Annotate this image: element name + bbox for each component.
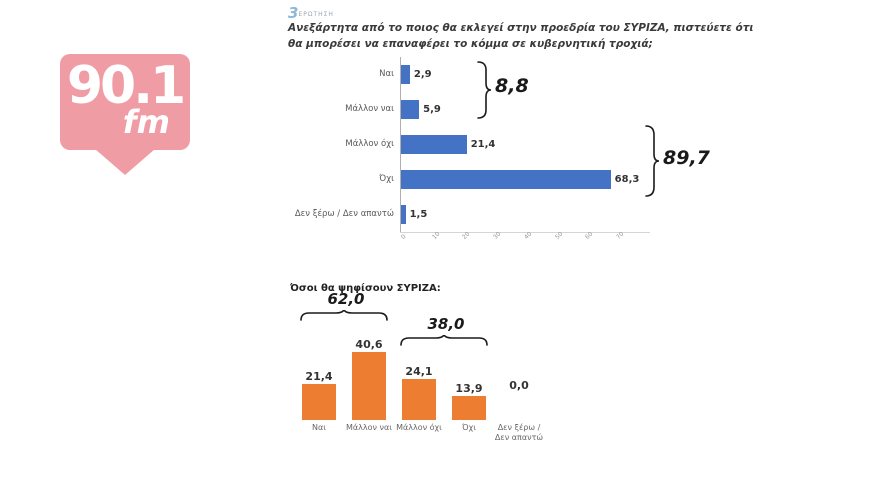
radio-logo-badge: 90.1 fm xyxy=(60,54,190,150)
group-total-label: 62,0 xyxy=(327,289,365,308)
bar xyxy=(452,396,486,420)
x-tick-label: 40 xyxy=(522,230,534,241)
overbrace-icon xyxy=(400,334,488,346)
question-badge: 3ΕΡΩΤΗΣΗ xyxy=(288,4,768,22)
value-label: 2,9 xyxy=(413,68,432,80)
bar-column: 13,9 Όχι xyxy=(444,320,494,443)
category-label: Μάλλον όχι xyxy=(396,422,442,432)
x-tick-label: 30 xyxy=(492,230,503,241)
top-bar-chart: Ναι 2,9 Μάλλον ναι 5,9 Μάλλον όχι 21,4 Όχι 68,3… xyxy=(288,56,768,253)
bar-column: 0,0 Δεν ξέρω / Δεν απαντώ xyxy=(494,320,544,443)
category-label: Όχι xyxy=(379,174,394,184)
question-text: Ανεξάρτητα από το ποιος θα εκλεγεί στην … xyxy=(288,22,754,50)
value-label: 0,0 xyxy=(509,378,529,392)
category-label: Μάλλον ναι xyxy=(346,422,392,432)
category-label: Ναι xyxy=(379,69,394,79)
bar xyxy=(401,64,410,84)
bar-column: 40,6 Μάλλον ναι xyxy=(344,320,394,443)
bar-column: 24,1 Μάλλον όχι xyxy=(394,320,444,443)
value-label: 24,1 xyxy=(405,365,433,379)
question-number: 3 xyxy=(288,4,299,22)
brace-icon xyxy=(645,124,659,197)
category-label: Όχι xyxy=(462,422,476,432)
bar xyxy=(402,379,436,420)
x-tick-label: 70 xyxy=(614,230,626,241)
x-tick-label: 60 xyxy=(584,230,595,241)
bar-columns: 21,4 Ναι 40,6 Μάλλον ναι 24,1 Μάλλον όχι 13,9 Ό… xyxy=(294,320,544,443)
radio-logo-band: fm xyxy=(122,103,170,141)
bottom-chart-title: Όσοι θα ψηφίσουν ΣΥΡΙΖΑ: xyxy=(290,282,441,294)
bar-area: 21,4 xyxy=(400,126,768,162)
bar-area: 2,9 xyxy=(400,56,768,92)
overbrace-icon xyxy=(300,309,388,321)
x-tick-label: 20 xyxy=(461,230,472,241)
value-label: 21,4 xyxy=(305,369,333,383)
bar xyxy=(401,169,611,189)
category-label: Δεν ξέρω / Δεν απαντώ xyxy=(294,209,394,219)
x-tick-label: 10 xyxy=(430,230,442,241)
category-label: Ναι xyxy=(312,422,326,432)
bar-row: Ναι 2,9 xyxy=(288,56,768,92)
x-tick-label: 0 xyxy=(400,232,408,241)
bar-rows: Ναι 2,9 Μάλλον ναι 5,9 Μάλλον όχι 21,4 Όχι 68,3… xyxy=(288,56,768,232)
bar xyxy=(302,383,336,420)
value-label: 13,9 xyxy=(455,382,483,396)
value-label: 68,3 xyxy=(614,173,640,185)
bar-row: Μάλλον ναι 5,9 xyxy=(288,91,768,127)
value-label: 21,4 xyxy=(470,138,496,150)
bar xyxy=(401,134,467,154)
group-total-label: 38,0 xyxy=(427,314,465,333)
value-label: 1,5 xyxy=(409,208,428,220)
brace-icon xyxy=(477,60,491,119)
bar-row: Όχι 68,3 xyxy=(288,161,768,197)
x-axis: 0 10 20 30 40 50 60 70 xyxy=(400,230,650,246)
group-total-label: 89,7 xyxy=(663,146,710,169)
question-badge-label: ΕΡΩΤΗΣΗ xyxy=(298,11,334,18)
bar-area: 5,9 xyxy=(400,91,768,127)
radio-logo-station: 90.1 xyxy=(66,56,186,116)
value-label: 40,6 xyxy=(355,337,383,351)
bar-row: Δεν ξέρω / Δεν απαντώ 1,5 xyxy=(288,196,768,232)
radio-logo-pointer xyxy=(95,149,155,175)
category-label: Μάλλον ναι xyxy=(345,104,394,114)
bar-area: 68,3 xyxy=(400,161,768,197)
bar xyxy=(352,351,386,420)
radio-logo: 90.1 fm xyxy=(60,54,190,175)
category-label: Δεν ξέρω / Δεν απαντώ xyxy=(494,422,544,442)
value-label: 5,9 xyxy=(423,103,441,115)
content-column: 3ΕΡΩΤΗΣΗ Ανεξάρτητα από το ποιος θα εκλε… xyxy=(288,6,768,463)
bar-column: 21,4 Ναι xyxy=(294,320,344,443)
bar-area: 1,5 xyxy=(400,196,768,232)
bar xyxy=(401,204,406,224)
group-total-label: 8,8 xyxy=(495,74,529,97)
bar-row: Μάλλον όχι 21,4 xyxy=(288,126,768,162)
x-tick-label: 50 xyxy=(553,230,564,241)
bottom-bar-chart: Όσοι θα ψηφίσουν ΣΥΡΙΖΑ: 62,0 38,0 21,4 Ν… xyxy=(288,283,758,463)
bar xyxy=(401,99,420,119)
category-label: Μάλλον όχι xyxy=(345,139,394,149)
